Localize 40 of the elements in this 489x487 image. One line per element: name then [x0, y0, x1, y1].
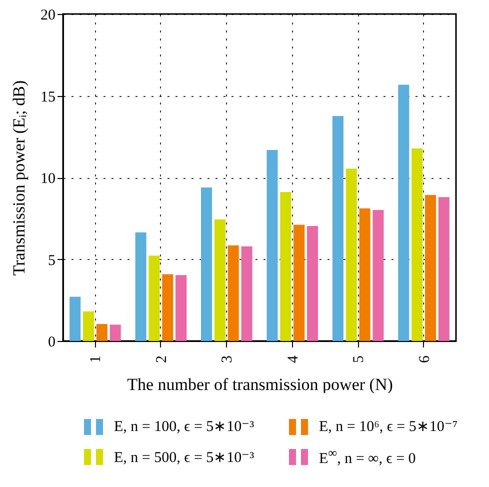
y-tick-label: 5: [48, 252, 56, 269]
bar: [228, 245, 239, 341]
bar: [201, 187, 212, 341]
legend-label: E, n = 100, ϵ = 5∗10⁻³: [114, 418, 254, 436]
bar: [412, 148, 423, 341]
bar: [398, 84, 410, 341]
bar: [135, 232, 146, 341]
y-axis-title: Transmission power (Eᵢ; dB): [10, 80, 28, 276]
bar: [266, 150, 278, 341]
bar: [332, 116, 344, 341]
bar: [82, 311, 94, 341]
bar: [162, 274, 174, 341]
bar: [241, 246, 252, 341]
bar: [148, 256, 160, 341]
x-tick-label: 2: [154, 356, 170, 363]
bar: [214, 219, 226, 341]
bar: [96, 324, 108, 341]
bar: [425, 194, 436, 341]
y-tick-label: 0: [48, 334, 56, 350]
y-tick-label: 20: [40, 8, 56, 24]
bar: [372, 210, 384, 341]
bar: [176, 275, 187, 341]
x-tick-label: 5: [351, 356, 368, 363]
bar: [70, 296, 81, 341]
bar: [280, 192, 292, 341]
bar: [346, 168, 357, 341]
bar: [306, 226, 318, 341]
bar: [110, 324, 121, 341]
bar: [438, 197, 450, 341]
y-tick-label: 10: [40, 171, 56, 187]
legend-label: E, n = 10⁶, ϵ = 5∗10⁻⁷: [319, 418, 458, 436]
legend-label: E, n = 500, ϵ = 5∗10⁻³: [114, 448, 254, 466]
y-tick-label: 15: [40, 89, 56, 106]
bar: [294, 224, 305, 341]
x-tick-label: 1: [88, 356, 104, 363]
bar: [359, 208, 370, 341]
x-tick-label: 3: [220, 356, 236, 363]
x-tick-label: 4: [285, 355, 302, 363]
x-tick-label: 6: [416, 355, 433, 363]
legend-label: E$^{∞}$, n = ∞, ϵ = 0: [319, 446, 416, 468]
